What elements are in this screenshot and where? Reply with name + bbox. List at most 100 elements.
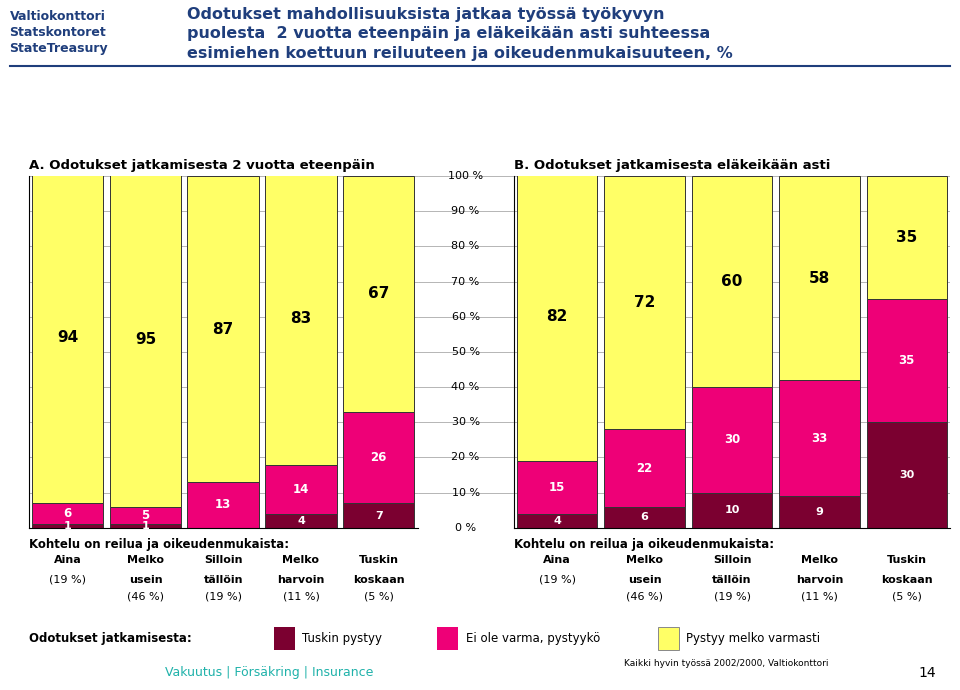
- Bar: [343, 412, 415, 503]
- Text: Silloin: Silloin: [204, 555, 243, 565]
- Bar: [692, 387, 772, 493]
- Text: Ei ole varma, pystyykö: Ei ole varma, pystyykö: [466, 632, 600, 644]
- Bar: [343, 176, 415, 412]
- Text: tällöin: tällöin: [712, 575, 752, 584]
- Text: 15: 15: [549, 481, 565, 494]
- Bar: [517, 461, 597, 514]
- Text: (11 %): (11 %): [282, 591, 320, 601]
- Text: B. Odotukset jatkamisesta eläkeikään asti: B. Odotukset jatkamisesta eläkeikään ast…: [514, 159, 830, 172]
- Text: 35: 35: [899, 354, 915, 367]
- Text: 72: 72: [634, 295, 656, 310]
- Text: 60 %: 60 %: [451, 312, 480, 322]
- Text: Melko: Melko: [127, 555, 164, 565]
- Text: (19 %): (19 %): [204, 591, 242, 601]
- Text: Aina: Aina: [543, 555, 571, 565]
- Text: Pystyy melko varmasti: Pystyy melko varmasti: [686, 632, 821, 644]
- Bar: [109, 506, 181, 524]
- Text: 80 %: 80 %: [451, 241, 480, 251]
- Text: (5 %): (5 %): [364, 591, 394, 601]
- Text: Tuskin: Tuskin: [887, 555, 926, 565]
- Text: 33: 33: [811, 432, 828, 444]
- Text: harvoin: harvoin: [277, 575, 324, 584]
- Text: puolesta  2 vuotta eteenpäin ja eläkeikään asti suhteessa: puolesta 2 vuotta eteenpäin ja eläkeikää…: [187, 26, 710, 41]
- Text: 14: 14: [293, 482, 309, 495]
- Text: Vakuutus | Försäkring | Insurance: Vakuutus | Försäkring | Insurance: [164, 667, 373, 679]
- Text: 4: 4: [297, 516, 305, 526]
- Bar: [265, 464, 337, 514]
- Bar: [692, 176, 772, 387]
- Text: 22: 22: [636, 462, 653, 475]
- Bar: [265, 172, 337, 464]
- Text: (11 %): (11 %): [801, 591, 838, 601]
- Text: 1: 1: [63, 521, 72, 531]
- Text: (46 %): (46 %): [127, 591, 164, 601]
- Text: 90 %: 90 %: [451, 206, 480, 216]
- Bar: [605, 506, 684, 528]
- Text: (5 %): (5 %): [892, 591, 922, 601]
- Bar: [867, 176, 947, 299]
- Text: 30 %: 30 %: [451, 417, 480, 427]
- Text: (19 %): (19 %): [49, 575, 86, 584]
- Text: tällöin: tällöin: [204, 575, 243, 584]
- Text: (19 %): (19 %): [539, 575, 576, 584]
- Text: 60: 60: [721, 274, 743, 289]
- Text: 13: 13: [215, 498, 231, 511]
- Bar: [32, 524, 104, 528]
- Text: harvoin: harvoin: [796, 575, 843, 584]
- Text: 95: 95: [134, 332, 156, 347]
- Text: 14: 14: [919, 666, 936, 680]
- Text: Kaikki hyvin työssä 2002/2000, Valtiokonttori: Kaikki hyvin työssä 2002/2000, Valtiokon…: [624, 659, 828, 669]
- Text: Melko: Melko: [801, 555, 838, 565]
- Text: 9: 9: [815, 507, 824, 517]
- Text: 83: 83: [290, 311, 312, 326]
- Bar: [605, 429, 684, 506]
- Text: 6: 6: [63, 507, 72, 520]
- Bar: [867, 299, 947, 422]
- Text: (19 %): (19 %): [713, 591, 751, 601]
- Text: 6: 6: [640, 512, 649, 522]
- Text: 70 %: 70 %: [451, 277, 480, 286]
- Text: A. Odotukset jatkamisesta 2 vuotta eteenpäin: A. Odotukset jatkamisesta 2 vuotta eteen…: [29, 159, 374, 172]
- Text: 26: 26: [371, 451, 387, 464]
- Text: 94: 94: [57, 331, 79, 345]
- Text: Tuskin pystyy: Tuskin pystyy: [302, 632, 382, 644]
- Text: koskaan: koskaan: [881, 575, 932, 584]
- Text: Silloin: Silloin: [712, 555, 752, 565]
- Text: 0 %: 0 %: [455, 523, 476, 533]
- Text: (46 %): (46 %): [626, 591, 663, 601]
- Text: 20 %: 20 %: [451, 453, 480, 462]
- Text: 67: 67: [368, 286, 390, 302]
- Text: koskaan: koskaan: [353, 575, 404, 584]
- Text: 10: 10: [724, 505, 740, 515]
- Text: Kohtelu on reilua ja oikeudenmukaista:: Kohtelu on reilua ja oikeudenmukaista:: [29, 538, 289, 551]
- Text: Tuskin: Tuskin: [359, 555, 398, 565]
- Text: 40 %: 40 %: [451, 382, 480, 392]
- Bar: [187, 176, 259, 482]
- Text: Valtiokonttori: Valtiokonttori: [10, 10, 106, 23]
- Text: usein: usein: [129, 575, 162, 584]
- Text: Aina: Aina: [54, 555, 82, 565]
- Text: 58: 58: [808, 270, 830, 286]
- Text: esimiehen koettuun reiluuteen ja oikeudenmukaisuuteen, %: esimiehen koettuun reiluuteen ja oikeude…: [187, 46, 732, 61]
- Text: StateTreasury: StateTreasury: [10, 42, 108, 55]
- Text: 7: 7: [374, 511, 383, 520]
- Text: 50 %: 50 %: [451, 347, 480, 357]
- Bar: [109, 524, 181, 528]
- Bar: [780, 496, 859, 528]
- Bar: [265, 514, 337, 528]
- Text: 35: 35: [896, 230, 918, 245]
- Text: Melko: Melko: [282, 555, 320, 565]
- Text: 5: 5: [141, 509, 150, 522]
- Text: Melko: Melko: [626, 555, 663, 565]
- Bar: [32, 172, 104, 503]
- Bar: [780, 176, 859, 380]
- Bar: [867, 422, 947, 528]
- Text: 87: 87: [212, 322, 234, 337]
- Bar: [187, 482, 259, 528]
- Bar: [109, 172, 181, 506]
- Text: Odotukset jatkamisesta:: Odotukset jatkamisesta:: [29, 632, 192, 644]
- Text: Statskontoret: Statskontoret: [10, 26, 107, 39]
- Text: 4: 4: [553, 516, 562, 526]
- Text: 82: 82: [546, 309, 568, 324]
- Text: 30: 30: [724, 433, 740, 446]
